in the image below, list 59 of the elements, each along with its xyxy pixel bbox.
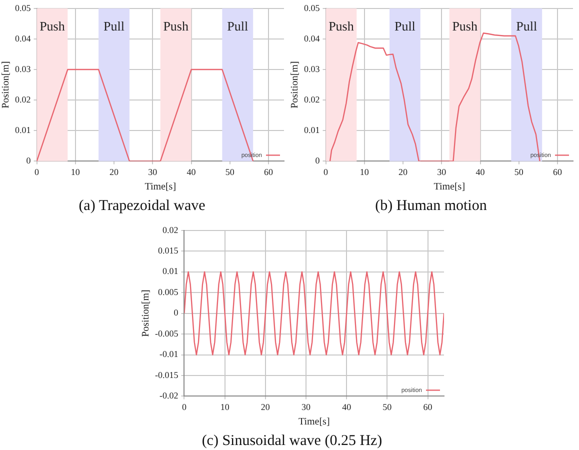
x-tick-label: 20	[260, 402, 270, 412]
y-tick-label: 0.05	[15, 2, 32, 13]
y-tick-label: 0.02	[162, 224, 178, 235]
y-tick-label: 0.01	[15, 125, 31, 135]
x-tick-label: 40	[186, 166, 196, 177]
y-tick-label: 0.005	[158, 286, 179, 297]
y-tick-label: 0.05	[304, 2, 320, 13]
y-tick-label: 0.015	[158, 245, 179, 256]
text: (c) Sinusoidal wave (0.25 Hz)	[202, 432, 382, 449]
band-label: Pull	[104, 18, 125, 34]
text: (a) Trapezoidal wave	[78, 198, 206, 214]
x-tick-label: 60	[264, 166, 274, 177]
x-tick-label: 20	[398, 166, 408, 177]
band-label: Push	[40, 18, 66, 34]
y-tick-label: -0.005	[154, 328, 179, 338]
band-label: Pull	[227, 18, 248, 34]
y-axis-title: Position[m]	[140, 290, 152, 337]
x-tick-label: 0	[324, 166, 328, 177]
x-tick-label: 10	[360, 166, 370, 177]
x-tick-label: 40	[476, 166, 486, 177]
x-axis-title: Time[s]	[144, 182, 176, 193]
x-tick-label: 0	[34, 166, 40, 177]
y-tick-label: -0.015	[154, 370, 179, 380]
y-tick-label: 0.01	[304, 125, 320, 135]
band-label: Pull	[516, 18, 538, 34]
x-tick-label: 60	[423, 402, 433, 412]
x-tick-label: 50	[225, 166, 235, 177]
x-tick-label: 30	[148, 166, 158, 177]
y-tick-label: 0.04	[304, 33, 320, 44]
band-label: Pull	[394, 18, 416, 34]
band-label: Push	[452, 18, 478, 34]
y-axis-title: Position[m]	[290, 61, 301, 108]
x-tick-label: 10	[70, 166, 80, 177]
y-tick-label: 0	[174, 308, 179, 318]
y-tick-label: 0	[315, 156, 320, 166]
y-tick-label: 0.01	[162, 266, 178, 276]
x-axis-title: Time[s]	[434, 182, 466, 193]
x-tick-label: 30	[302, 402, 312, 412]
y-tick-label: 0.03	[15, 64, 32, 74]
y-tick-label: 0.04	[15, 33, 32, 44]
y-tick-label: -0.01	[159, 349, 178, 360]
x-tick-label: 50	[382, 402, 392, 412]
band-label: Push	[163, 18, 189, 34]
y-tick-label: 0.02	[304, 94, 320, 104]
y-tick-label: 0.02	[15, 94, 31, 104]
x-tick-label: 60	[553, 166, 563, 177]
y-tick-label: -0.02	[159, 390, 178, 401]
x-tick-label: 50	[514, 166, 524, 177]
text: (b) Human motion	[375, 198, 488, 214]
y-tick-label: 0	[26, 156, 32, 166]
x-tick-label: 40	[342, 402, 352, 412]
y-tick-label: 0.03	[304, 64, 320, 74]
x-tick-label: 0	[182, 402, 187, 412]
y-axis-title: Position[m]	[0, 61, 12, 108]
x-tick-label: 10	[220, 402, 230, 412]
band-label: Push	[328, 18, 354, 34]
x-axis-title: Time[s]	[298, 416, 330, 428]
x-tick-label: 30	[437, 166, 447, 177]
x-tick-label: 20	[110, 166, 120, 177]
